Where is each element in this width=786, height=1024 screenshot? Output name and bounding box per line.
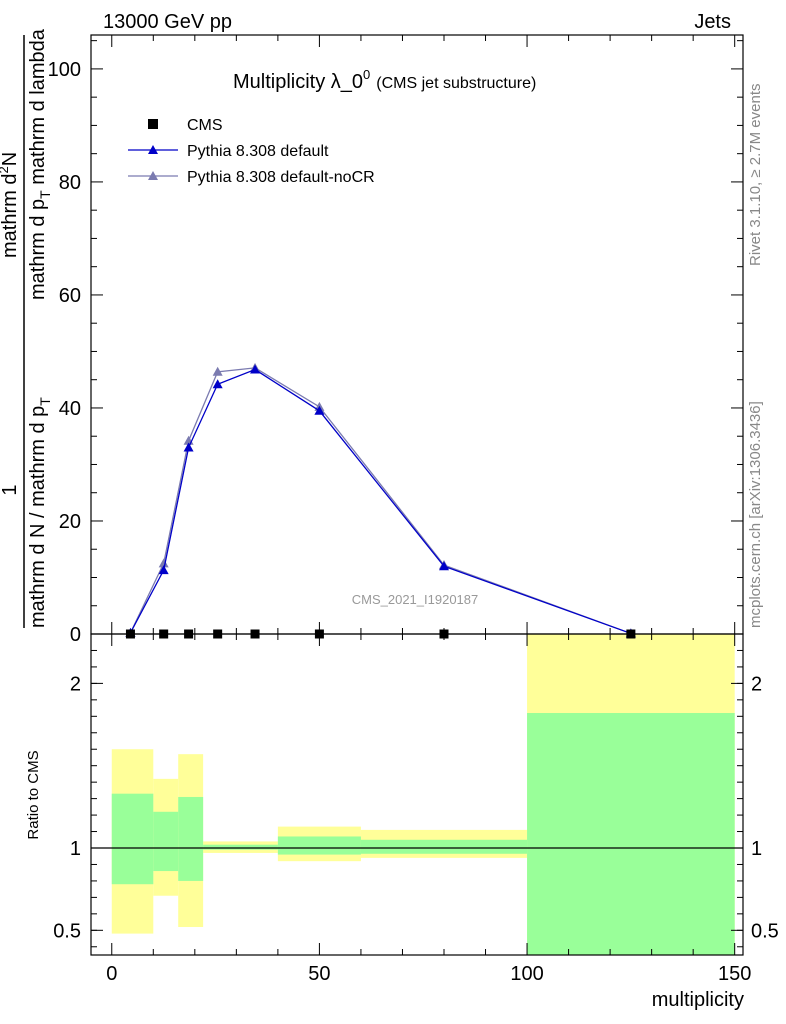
ratio-ylabel: Ratio to CMS <box>25 750 42 839</box>
series-marker-default <box>250 364 261 374</box>
legend-label: CMS <box>187 117 223 134</box>
legend-marker-triangle <box>148 145 158 154</box>
series-marker-default <box>212 379 223 389</box>
chart-title-sup: 0 <box>363 67 370 82</box>
ratio-band-green-5 <box>360 839 528 854</box>
legend: CMS Pythia 8.308 default Pythia 8.308 defa… <box>128 117 375 186</box>
ratio-ytick-label-right: 2 <box>751 673 762 695</box>
series-marker-nocr <box>212 366 223 376</box>
ratio-ytick-label-left: 0.5 <box>53 920 81 942</box>
legend-marker-cms <box>148 119 158 129</box>
cms-data-point <box>439 629 449 639</box>
main-ytick-label: 60 <box>59 285 81 307</box>
watermark: CMS_2021_I1920187 <box>352 592 479 607</box>
ylabel-frac1-num: 1 <box>0 484 21 495</box>
main-ytick-label: 80 <box>59 172 81 194</box>
cms-data-point <box>626 629 636 639</box>
series-marker-nocr <box>158 558 169 568</box>
ratio-band-green-6 <box>527 713 735 955</box>
main-ytick-label: 100 <box>48 59 81 81</box>
ylabel-frac2-den: mathrm d pT mathrm d lambda <box>27 28 53 300</box>
series-marker-default <box>438 561 449 571</box>
cms-data-point <box>213 629 223 639</box>
chart-title-main: Multiplicity λ_0 <box>233 71 363 93</box>
cms-data-point <box>314 629 324 639</box>
xtick-label: 150 <box>718 963 751 985</box>
cms-data-point <box>250 629 260 639</box>
cms-data-point <box>184 629 194 639</box>
ratio-ytick-label-right: 0.5 <box>751 920 779 942</box>
legend-label: Pythia 8.308 default <box>187 143 329 160</box>
main-frame <box>90 34 744 635</box>
main-panel: 0 20 40 60 80 100 <box>48 34 744 646</box>
ratio-ytick-label-left: 1 <box>70 838 81 860</box>
main-ytick-label: 20 <box>59 511 81 533</box>
header-right: Jets <box>694 11 731 33</box>
xtick-label: 50 <box>308 963 330 985</box>
main-ytick-label: 0 <box>70 624 81 646</box>
cms-data-point <box>159 629 169 639</box>
xlabel: multiplicity <box>652 989 744 1011</box>
chart-title-sub: (CMS jet substructure) <box>376 75 536 92</box>
legend-marker-triangle <box>148 171 158 180</box>
ratio-ytick-label-left: 2 <box>70 673 81 695</box>
ratio-band-green-4 <box>277 836 361 855</box>
header-left: 13000 GeV pp <box>103 11 232 33</box>
ratio-ytick-label-right: 1 <box>751 838 762 860</box>
ratio-band-green-2 <box>178 796 204 881</box>
ratio-band-green-1 <box>153 811 179 872</box>
chart-title: Multiplicity λ_00 (CMS jet substructure) <box>233 67 536 93</box>
xtick-label: 0 <box>106 963 117 985</box>
xtick-label: 100 <box>510 963 543 985</box>
rivet-label: Rivet 3.1.10, ≥ 2.7M events <box>747 84 764 267</box>
main-ylabel: 1 mathrm d N / mathrm d pT mathrm d lamb… <box>0 28 53 628</box>
series-marker-default <box>158 565 169 575</box>
ylabel-frac1-den: mathrm d N / mathrm d pT mathrm d lambda <box>27 397 53 628</box>
main-ytick-label: 40 <box>59 398 81 420</box>
ratio-band-green-0 <box>111 793 154 885</box>
series-marker-default <box>183 442 194 452</box>
ratio-band-green-3 <box>203 844 278 850</box>
cms-data-point <box>125 629 135 639</box>
mcplots-label: mcplots.cern.ch [arXiv:1306.3436] <box>747 401 764 628</box>
series-marker-default <box>314 405 325 415</box>
ylabel-frac2-num: mathrm d2N <box>0 152 21 258</box>
legend-label: Pythia 8.308 default-noCR <box>187 169 375 186</box>
ratio-panel: 0.5 0.51 12 20 50 100 150 <box>53 35 779 985</box>
series-line-default <box>129 368 632 635</box>
series-line-nocr <box>129 367 632 635</box>
